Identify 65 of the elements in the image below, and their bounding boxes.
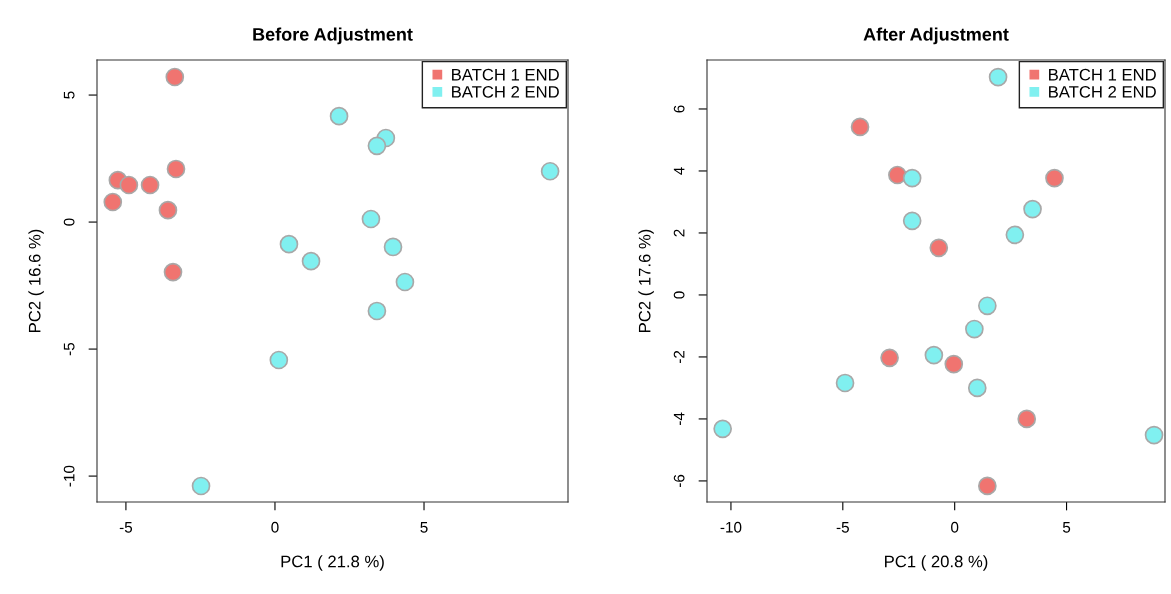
y-tick-label: 0 <box>673 291 685 299</box>
point <box>967 378 987 398</box>
y-tick-label: 5 <box>63 91 75 99</box>
y-tick-label: -5 <box>63 342 75 356</box>
y-tick-label: -6 <box>673 474 685 488</box>
chart-title: After Adjustment <box>863 27 1009 45</box>
point <box>713 419 733 439</box>
point <box>1017 409 1037 429</box>
point <box>540 161 560 181</box>
point <box>929 238 949 258</box>
point <box>163 262 183 282</box>
y-tick-label: 0 <box>63 218 75 226</box>
point <box>158 200 178 220</box>
point <box>978 296 997 316</box>
point <box>1144 425 1164 445</box>
legend-label: BATCH 1 END <box>452 68 559 81</box>
point <box>988 67 1008 87</box>
x-axis-title: PC1 ( 20.8 %) <box>885 555 988 571</box>
point <box>269 350 289 370</box>
point <box>140 175 160 195</box>
point <box>835 373 855 393</box>
x-tick-label: 5 <box>1062 522 1071 533</box>
x-tick-label: -5 <box>836 522 849 533</box>
x-tick-label: -10 <box>720 521 742 533</box>
point <box>395 272 415 292</box>
point <box>880 348 899 368</box>
y-axis-title: PC2 ( 17.6 %) <box>638 229 654 332</box>
point <box>944 354 964 374</box>
x-tick-label: -5 <box>119 522 133 533</box>
point <box>103 192 123 212</box>
chart-title: Before Adjustment <box>253 27 413 45</box>
point <box>978 476 997 496</box>
point <box>166 159 186 179</box>
y-tick-label: -10 <box>63 465 75 487</box>
point <box>383 237 403 257</box>
point <box>1023 199 1042 219</box>
y-tick-label: 2 <box>673 229 685 237</box>
x-tick-label: 0 <box>271 521 279 533</box>
x-tick-label: 0 <box>951 521 959 533</box>
y-tick-label: 6 <box>673 105 685 113</box>
point <box>1005 225 1025 245</box>
point <box>924 345 944 365</box>
legend-label: BATCH 2 END <box>452 85 559 98</box>
legend-label: BATCH 2 END <box>1049 85 1156 98</box>
x-tick-label: 5 <box>420 522 428 533</box>
point <box>329 106 349 126</box>
y-tick-label: 4 <box>673 167 685 175</box>
point <box>367 136 387 156</box>
point <box>902 168 922 188</box>
y-axis-title: PC2 ( 16.6 %) <box>28 229 44 332</box>
y-tick-label: -4 <box>673 412 685 426</box>
point <box>850 117 870 137</box>
x-axis-title: PC1 ( 21.8 %) <box>281 555 384 571</box>
point <box>191 476 211 496</box>
point <box>119 175 139 195</box>
point <box>965 319 984 339</box>
point <box>902 211 922 231</box>
point <box>301 251 321 271</box>
point <box>279 234 299 254</box>
point <box>165 67 185 87</box>
point <box>1045 168 1064 188</box>
point <box>361 209 381 229</box>
legend-label: BATCH 1 END <box>1049 68 1156 81</box>
y-tick-label: -2 <box>673 350 685 364</box>
point <box>367 301 387 321</box>
